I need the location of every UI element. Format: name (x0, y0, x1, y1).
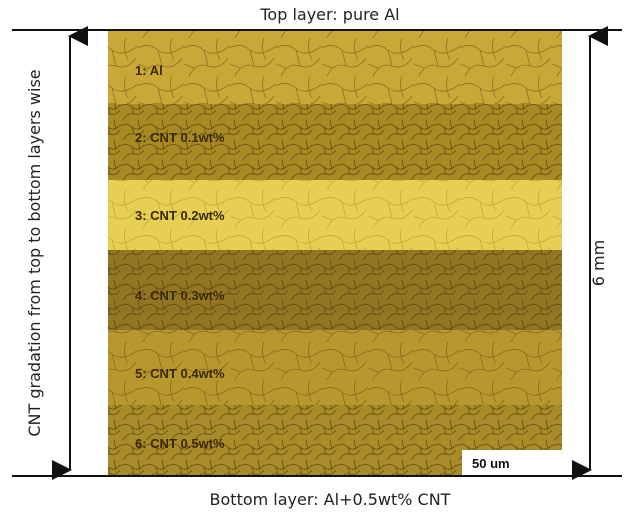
micrograph: 1: Al 2: CNT 0.1wt% 3: CNT 0.2wt% 4: CNT… (108, 31, 562, 475)
left-label: CNT gradation from top to bottom layers … (25, 69, 44, 436)
right-label: 6 mm (589, 240, 608, 286)
texture (108, 31, 562, 104)
figure: Top layer: pure Al 1: Al 2: CNT 0.1wt% 3… (0, 0, 634, 518)
top-label: Top layer: pure Al (259, 5, 399, 24)
page: {"figure": { "top_label": "Top layer: pu… (0, 0, 634, 518)
layer-label: 3: CNT 0.2wt% (135, 208, 225, 223)
layer-label: 2: CNT 0.1wt% (135, 130, 225, 145)
layer-label: 6: CNT 0.5wt% (135, 436, 225, 451)
bottom-label: Bottom layer: Al+0.5wt% CNT (210, 490, 451, 509)
layer-label: 5: CNT 0.4wt% (135, 366, 225, 381)
layer-label: 4: CNT 0.3wt% (135, 288, 225, 303)
scale-bar-label: 50 um (472, 456, 510, 471)
layer-label: 1: Al (135, 63, 163, 78)
